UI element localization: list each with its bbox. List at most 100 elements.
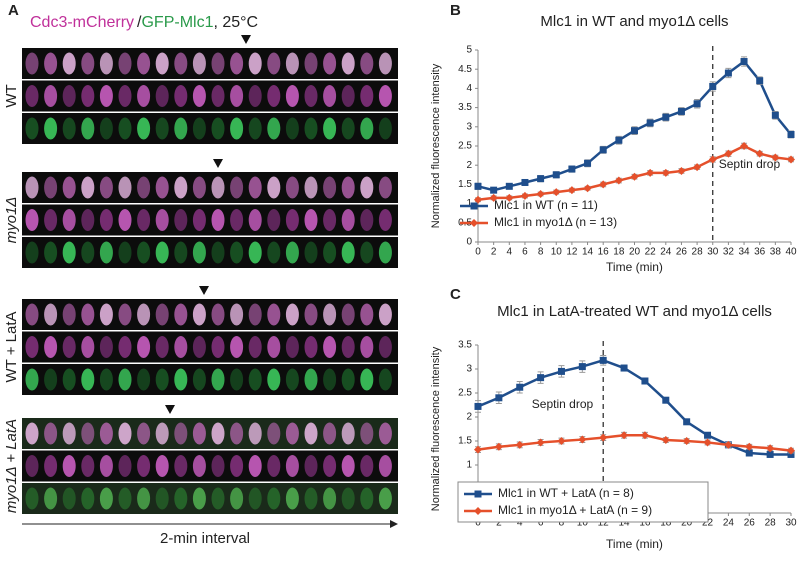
cell [99, 117, 113, 140]
legend-label: Mlc1 in myo1Δ + LatA (n = 9) [498, 503, 652, 517]
data-point [536, 438, 545, 447]
cell [155, 52, 169, 75]
cell [285, 117, 299, 140]
cell [174, 117, 188, 140]
data-point [771, 111, 779, 119]
cell [174, 85, 188, 107]
cell [155, 336, 169, 358]
cell [341, 52, 355, 75]
x-tick-label: 30 [785, 518, 797, 529]
data-point [552, 171, 560, 179]
x-tick-label: 12 [598, 518, 610, 529]
cell [25, 487, 39, 510]
y-tick-label: 0 [466, 237, 472, 248]
cell [44, 487, 58, 510]
cell [285, 455, 299, 477]
cell [211, 241, 225, 264]
y-tick-label: 5 [466, 45, 472, 56]
cell [44, 117, 58, 140]
legend-label: Mlc1 in WT + LatA (n = 8) [498, 486, 634, 500]
cell [62, 368, 76, 391]
cell [25, 368, 39, 391]
cell [192, 368, 206, 391]
y-tick-label: 2 [466, 160, 472, 171]
data-point [724, 69, 732, 77]
data-point [536, 190, 545, 198]
data-point [745, 442, 754, 451]
cell [341, 487, 355, 510]
x-tick-label: 0 [475, 247, 481, 258]
cell [25, 422, 39, 445]
y-tick-label: 4.5 [458, 64, 472, 75]
cell [378, 422, 392, 445]
cell [323, 176, 337, 199]
cell [174, 303, 188, 326]
cell [267, 241, 281, 264]
x-tick-label: 24 [660, 247, 672, 258]
row-label: myo1Δ + LatA [3, 419, 20, 513]
cell [230, 241, 244, 264]
data-point [516, 383, 524, 391]
cell [99, 176, 113, 199]
x-tick-label: 4 [517, 518, 523, 529]
cell [304, 336, 318, 358]
x-tick-label: 0 [475, 518, 481, 529]
cell [44, 455, 58, 477]
data-point [599, 180, 608, 189]
cell [211, 85, 225, 107]
y-axis-label: Normalized fluorescence intensity [430, 346, 442, 511]
cell [118, 209, 132, 231]
cell [230, 455, 244, 477]
x-tick-label: 16 [598, 247, 610, 258]
data-point [693, 100, 701, 108]
cell [378, 487, 392, 510]
cell [99, 241, 113, 264]
cell [267, 336, 281, 358]
cell [99, 455, 113, 477]
cell [62, 455, 76, 477]
cell [192, 52, 206, 75]
cell [44, 241, 58, 264]
cell [192, 85, 206, 107]
cell [378, 455, 392, 477]
data-point [661, 436, 670, 445]
annotation-text: Septin drop [719, 157, 781, 171]
data-point [646, 119, 654, 127]
panel-label: B [450, 2, 461, 19]
data-point [693, 163, 702, 172]
cell [360, 336, 374, 358]
data-point [615, 136, 623, 144]
x-tick-label: 14 [619, 518, 631, 529]
cell [248, 455, 262, 477]
cell [81, 117, 95, 140]
cell [25, 52, 39, 75]
cell [341, 117, 355, 140]
cell [378, 241, 392, 264]
cell [81, 336, 95, 358]
cell [267, 176, 281, 199]
cell [211, 303, 225, 326]
cell [174, 336, 188, 358]
cell [99, 487, 113, 510]
cell [155, 85, 169, 107]
data-point [620, 431, 629, 440]
cell [44, 422, 58, 445]
cell [118, 176, 132, 199]
cell [323, 455, 337, 477]
data-point [583, 184, 592, 193]
data-point [537, 374, 545, 382]
x-tick-label: 32 [723, 247, 735, 258]
cell [360, 85, 374, 107]
cell [248, 303, 262, 326]
cell [378, 336, 392, 358]
cell [360, 487, 374, 510]
cell [25, 176, 39, 199]
cell [378, 368, 392, 391]
cell [267, 368, 281, 391]
cell [174, 422, 188, 445]
data-point [630, 172, 639, 181]
x-tick-label: 36 [754, 247, 766, 258]
data-point [640, 431, 649, 440]
data-point [620, 364, 628, 372]
cell [211, 52, 225, 75]
